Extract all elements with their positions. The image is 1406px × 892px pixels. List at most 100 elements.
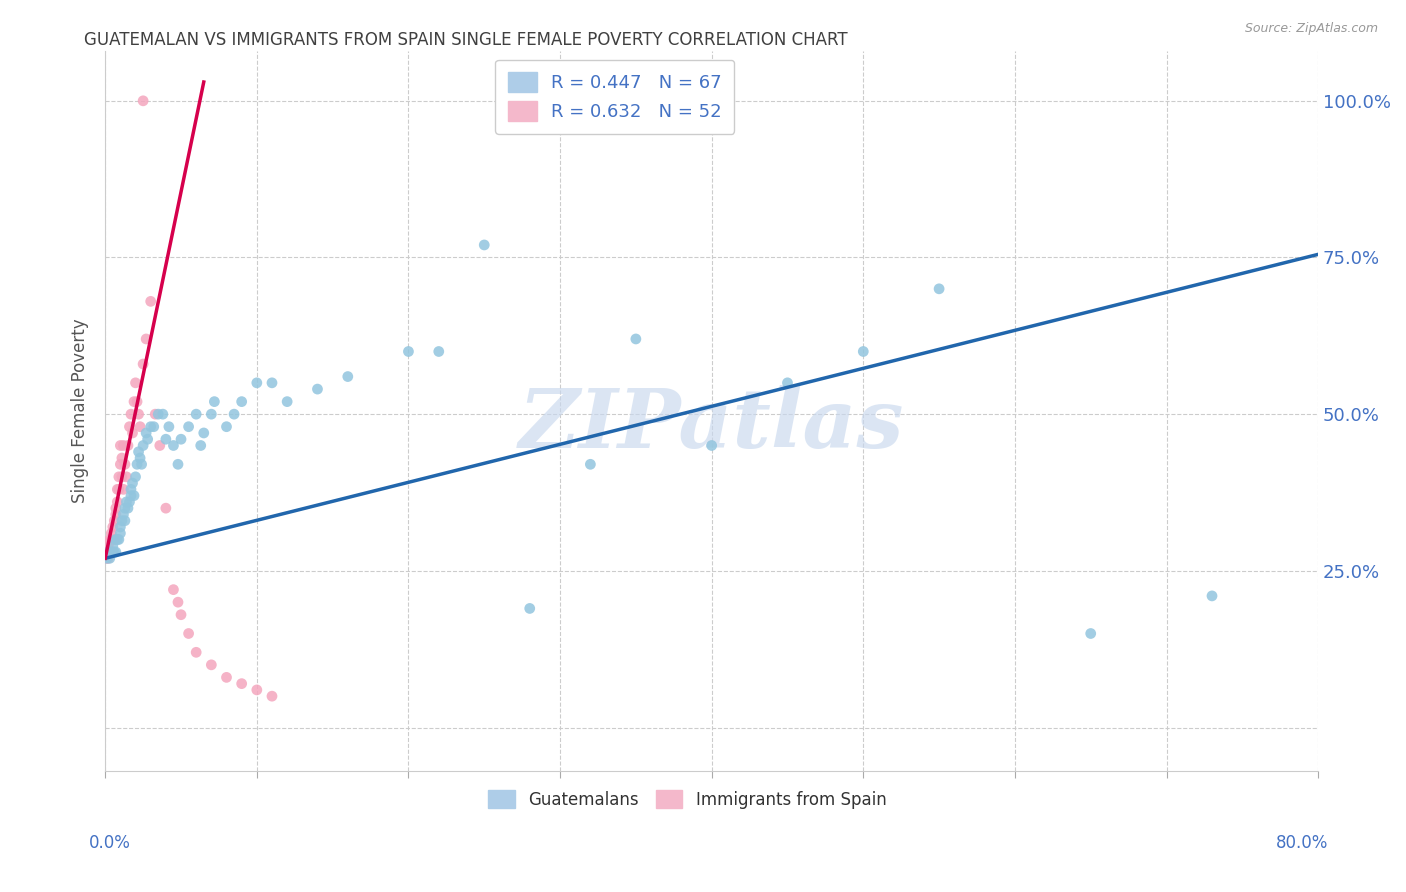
Point	[100, 545, 122, 559]
Point	[98, 545, 121, 559]
Point	[215, 419, 238, 434]
Point	[177, 626, 200, 640]
Point	[143, 407, 166, 421]
Point	[135, 425, 157, 440]
Point	[231, 394, 253, 409]
Point	[108, 533, 131, 547]
Point	[104, 508, 127, 522]
Point	[122, 489, 145, 503]
Point	[200, 657, 222, 672]
Point	[231, 676, 253, 690]
Point	[776, 376, 799, 390]
Point	[1080, 626, 1102, 640]
Point	[132, 438, 155, 452]
Point	[101, 520, 124, 534]
Point	[104, 533, 127, 547]
Point	[186, 645, 208, 659]
Point	[128, 407, 150, 421]
Point	[129, 450, 152, 465]
Point	[112, 438, 135, 452]
Point	[135, 332, 157, 346]
Point	[167, 458, 190, 472]
Point	[97, 551, 120, 566]
Point	[101, 545, 124, 559]
Point	[121, 476, 143, 491]
Point	[125, 458, 148, 472]
Point	[190, 438, 212, 452]
Legend: Guatemalans, Immigrants from Spain: Guatemalans, Immigrants from Spain	[479, 781, 894, 817]
Point	[260, 689, 283, 703]
Point	[162, 582, 184, 597]
Point	[115, 495, 138, 509]
Point	[98, 551, 121, 566]
Point	[155, 432, 177, 446]
Point	[162, 438, 184, 452]
Point	[427, 344, 450, 359]
Point	[112, 483, 135, 497]
Point	[103, 533, 125, 547]
Point	[120, 489, 142, 503]
Point	[700, 438, 723, 452]
Point	[472, 238, 495, 252]
Point	[105, 533, 128, 547]
Point	[170, 432, 193, 446]
Point	[118, 419, 141, 434]
Point	[114, 501, 136, 516]
Point	[110, 438, 132, 452]
Point	[129, 419, 152, 434]
Point	[121, 425, 143, 440]
Point	[215, 670, 238, 684]
Point	[519, 601, 541, 615]
Point	[307, 382, 329, 396]
Point	[120, 483, 142, 497]
Point	[118, 495, 141, 509]
Point	[186, 407, 208, 421]
Text: 80.0%: 80.0%	[1277, 834, 1329, 852]
Point	[125, 394, 148, 409]
Point	[124, 470, 146, 484]
Point	[200, 407, 222, 421]
Point	[110, 458, 132, 472]
Point	[152, 407, 174, 421]
Point	[120, 407, 142, 421]
Point	[131, 458, 153, 472]
Point	[624, 332, 647, 346]
Point	[222, 407, 245, 421]
Point	[101, 539, 124, 553]
Point	[112, 508, 135, 522]
Point	[97, 545, 120, 559]
Point	[246, 376, 269, 390]
Point	[110, 520, 132, 534]
Point	[157, 419, 180, 434]
Point	[105, 483, 128, 497]
Text: 0.0%: 0.0%	[89, 834, 131, 852]
Point	[852, 344, 875, 359]
Point	[276, 394, 298, 409]
Point	[155, 501, 177, 516]
Point	[98, 533, 121, 547]
Point	[104, 545, 127, 559]
Point	[579, 458, 602, 472]
Point	[139, 294, 162, 309]
Point	[336, 369, 359, 384]
Point	[260, 376, 283, 390]
Point	[111, 450, 134, 465]
Point	[167, 595, 190, 609]
Point	[100, 526, 122, 541]
Point	[108, 470, 131, 484]
Point	[103, 545, 125, 559]
Point	[246, 682, 269, 697]
Point	[177, 419, 200, 434]
Point	[108, 483, 131, 497]
Point	[114, 514, 136, 528]
Point	[124, 376, 146, 390]
Point	[132, 357, 155, 371]
Point	[139, 419, 162, 434]
Point	[398, 344, 420, 359]
Point	[103, 514, 125, 528]
Point	[101, 545, 124, 559]
Text: Source: ZipAtlas.com: Source: ZipAtlas.com	[1244, 22, 1378, 36]
Text: ZIPatlas: ZIPatlas	[519, 385, 904, 466]
Point	[100, 533, 122, 547]
Point	[115, 470, 138, 484]
